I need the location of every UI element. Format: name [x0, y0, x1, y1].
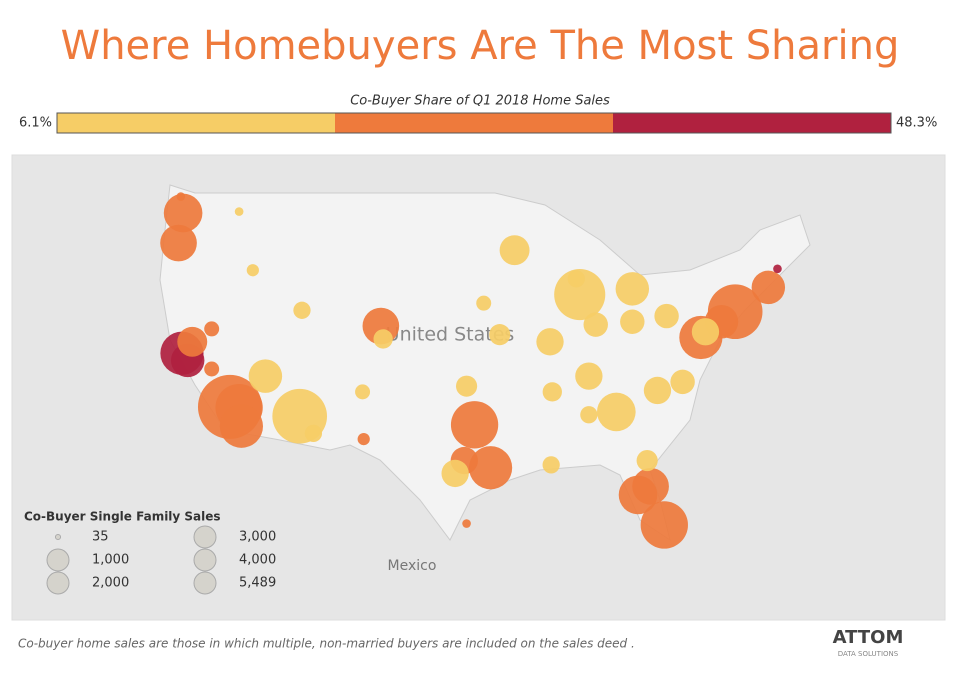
city-bubble	[654, 303, 679, 329]
size-legend-mark	[193, 571, 217, 595]
city-bubble	[176, 192, 186, 201]
city-bubble	[204, 321, 220, 337]
color-bar	[56, 112, 892, 134]
country-label: United States	[386, 324, 515, 346]
color-bar-frame	[56, 112, 892, 134]
city-bubble	[542, 382, 562, 402]
city-bubble	[246, 264, 259, 277]
city-bubble	[373, 329, 393, 349]
city-bubble	[536, 328, 564, 356]
city-bubble	[554, 269, 606, 321]
city-bubble	[643, 376, 672, 405]
city-bubble	[499, 235, 530, 266]
city-bubble	[596, 392, 636, 432]
size-legend-mark	[54, 533, 62, 541]
size-legend-mark	[193, 525, 217, 549]
city-bubble	[468, 446, 513, 490]
color-segment	[335, 113, 613, 133]
city-bubble	[773, 264, 782, 274]
size-legend-mark	[46, 571, 70, 595]
city-bubble	[462, 519, 471, 528]
size-legend-mark	[46, 548, 70, 572]
city-bubble	[670, 369, 695, 395]
size-legend-label: 1,000	[92, 553, 129, 568]
city-bubble	[234, 207, 244, 216]
city-bubble	[640, 501, 688, 549]
city-bubble	[580, 406, 598, 424]
size-legend: 35 1,000 2,000 3,000 4,000 5,489	[46, 525, 276, 595]
city-bubble	[636, 449, 658, 472]
city-bubble	[355, 384, 371, 400]
city-bubble	[219, 404, 263, 448]
city-bubble	[163, 193, 203, 233]
city-bubble	[476, 295, 492, 311]
city-bubble	[575, 362, 603, 390]
color-segment	[57, 113, 335, 133]
title: Where Homebuyers Are The Most Sharing	[61, 23, 900, 69]
size-legend-title: Co-Buyer Single Family Sales	[24, 510, 221, 524]
city-bubble	[455, 375, 478, 397]
city-bubble	[615, 272, 650, 306]
color-max: 48.3%	[896, 116, 937, 131]
size-legend-label: 5,489	[239, 576, 276, 591]
city-bubble	[542, 456, 560, 474]
logo-name: ATTOM	[833, 627, 904, 648]
color-legend-title: Co-Buyer Share of Q1 2018 Home Sales	[350, 94, 610, 109]
city-bubble	[441, 459, 469, 488]
logo-tagline: DATA SOLUTIONS	[838, 650, 899, 658]
city-bubble	[567, 270, 585, 288]
city-bubble	[489, 324, 511, 346]
city-bubble	[160, 224, 197, 262]
city-bubble	[691, 318, 720, 346]
size-legend-label: 3,000	[239, 530, 276, 545]
size-legend-label: 35	[92, 530, 109, 545]
city-bubble	[357, 432, 370, 446]
city-bubble	[304, 424, 323, 443]
city-bubble	[293, 301, 311, 319]
bubbles	[160, 192, 786, 549]
city-bubble	[450, 401, 499, 449]
size-legend-mark	[193, 548, 217, 572]
city-bubble	[204, 361, 220, 377]
footnote: Co-buyer home sales are those in which m…	[18, 637, 635, 651]
country-label: Mexico	[388, 558, 437, 574]
color-min: 6.1%	[19, 116, 52, 131]
city-bubble	[177, 326, 208, 357]
city-bubble	[583, 312, 608, 337]
city-bubble	[620, 309, 645, 334]
size-legend-label: 2,000	[92, 576, 129, 591]
size-legend-label: 4,000	[239, 553, 276, 568]
city-bubble	[632, 467, 669, 505]
city-bubble	[248, 359, 283, 393]
city-bubble	[751, 270, 786, 305]
color-segment	[613, 113, 891, 133]
